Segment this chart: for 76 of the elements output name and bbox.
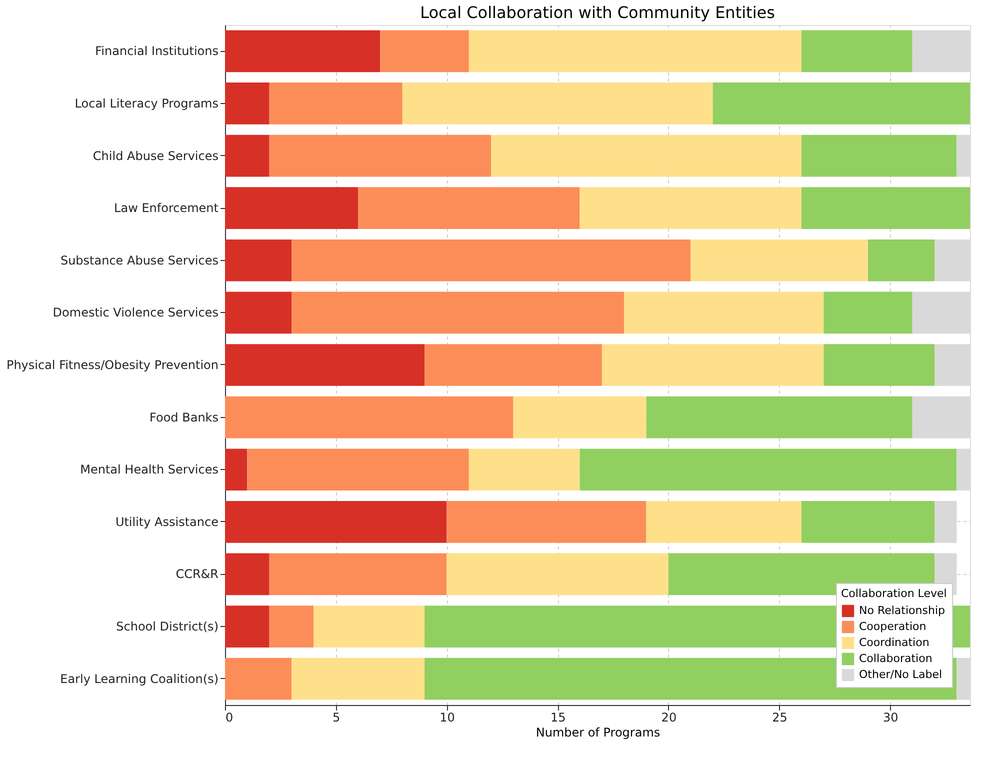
y-tick-label: Food Banks bbox=[150, 410, 218, 424]
bar bbox=[292, 658, 425, 700]
chart-title: Local Collaboration with Community Entities bbox=[420, 3, 775, 22]
bar bbox=[225, 292, 292, 334]
x-tick-label: 5 bbox=[332, 710, 340, 724]
bar bbox=[358, 187, 580, 229]
y-tick-label: Child Abuse Services bbox=[92, 148, 218, 163]
bar bbox=[247, 448, 469, 491]
bar bbox=[225, 396, 514, 438]
bar bbox=[225, 448, 248, 491]
legend-label: Collaboration bbox=[859, 652, 932, 665]
y-tick-label: Early Learning Coalition(s) bbox=[60, 672, 218, 686]
bar bbox=[225, 658, 292, 700]
bar bbox=[801, 30, 912, 72]
bar bbox=[292, 292, 624, 334]
x-axis-title: Number of Programs bbox=[536, 726, 660, 740]
y-tick-label: Mental Health Services bbox=[80, 462, 218, 477]
bar bbox=[424, 344, 602, 386]
bar bbox=[225, 134, 270, 177]
bar bbox=[513, 396, 646, 438]
bar bbox=[824, 344, 935, 386]
bar bbox=[269, 82, 402, 124]
y-tick-label: CCR&R bbox=[176, 567, 218, 582]
y-tick-label: Utility Assistance bbox=[115, 514, 218, 529]
legend-label: Coordination bbox=[859, 636, 930, 649]
x-tick-label: 0 bbox=[226, 710, 234, 724]
bar bbox=[801, 134, 957, 177]
legend-label: No Relationship bbox=[859, 604, 945, 617]
bar bbox=[580, 187, 802, 229]
bar bbox=[934, 501, 957, 543]
bar bbox=[314, 606, 425, 648]
bar bbox=[446, 553, 668, 596]
bar bbox=[225, 344, 425, 386]
bar bbox=[225, 501, 447, 543]
bar bbox=[225, 239, 292, 282]
bar bbox=[468, 30, 802, 72]
bar bbox=[801, 187, 970, 229]
bar bbox=[646, 396, 912, 438]
bar bbox=[269, 134, 492, 177]
bar bbox=[402, 82, 713, 124]
bar bbox=[380, 30, 469, 72]
bar bbox=[269, 606, 314, 648]
bar bbox=[292, 239, 691, 282]
y-tick-label: Financial Institutions bbox=[95, 44, 218, 58]
bar bbox=[225, 82, 270, 124]
y-tick-label: Physical Fitness/Obesity Prevention bbox=[6, 358, 218, 372]
bar bbox=[580, 448, 957, 491]
x-tick-label: 15 bbox=[550, 710, 566, 724]
x-tick-label: 30 bbox=[883, 710, 898, 724]
legend-label: Cooperation bbox=[859, 620, 926, 633]
bar bbox=[225, 606, 270, 648]
y-tick-label: School District(s) bbox=[116, 620, 218, 634]
y-tick-label: Law Enforcement bbox=[114, 201, 219, 216]
bar bbox=[602, 344, 824, 386]
bar bbox=[468, 448, 580, 491]
y-tick-label: Domestic Violence Services bbox=[52, 306, 218, 320]
x-tick-label: 10 bbox=[440, 710, 455, 724]
bar bbox=[269, 553, 447, 596]
bar bbox=[646, 501, 802, 543]
bar bbox=[801, 501, 935, 543]
y-tick-label: Local Literacy Programs bbox=[74, 96, 218, 110]
bar bbox=[690, 239, 868, 282]
bar bbox=[225, 187, 358, 229]
bar bbox=[868, 239, 935, 282]
bar bbox=[225, 30, 380, 72]
bar bbox=[446, 501, 646, 543]
legend-title: Collaboration Level bbox=[841, 587, 947, 600]
y-tick-label: Substance Abuse Services bbox=[60, 253, 218, 268]
bar bbox=[824, 292, 912, 334]
legend-label: Other/No Label bbox=[859, 668, 942, 681]
bar bbox=[712, 82, 970, 124]
bar bbox=[491, 134, 802, 177]
bar bbox=[624, 292, 824, 334]
x-tick-label: 20 bbox=[661, 710, 677, 724]
x-tick-label: 25 bbox=[772, 710, 788, 724]
bar bbox=[225, 553, 270, 596]
